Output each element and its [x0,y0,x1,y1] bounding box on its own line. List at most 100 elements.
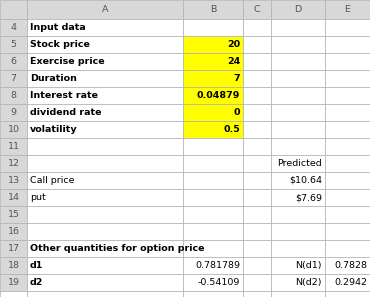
Bar [0,189,27,206]
Text: 14: 14 [7,193,20,202]
Bar [271,121,325,138]
Bar [183,155,243,172]
Text: d2: d2 [30,278,43,287]
Bar [325,70,370,87]
Bar [0,70,27,87]
Text: 0.5: 0.5 [223,125,240,134]
Text: 7: 7 [10,74,17,83]
Text: Other quantities for option price: Other quantities for option price [30,244,205,253]
Bar [27,257,183,274]
Bar [27,223,183,240]
Bar [0,257,27,274]
Text: 0.2942: 0.2942 [334,278,367,287]
Bar [243,138,271,155]
Bar [27,291,183,297]
Text: Stock price: Stock price [30,40,90,49]
Bar [243,240,271,257]
Text: E: E [344,5,350,14]
Text: put: put [30,193,46,202]
Bar [243,155,271,172]
Bar [325,0,370,19]
Bar [27,53,183,70]
Text: $10.64: $10.64 [289,176,322,185]
Bar [0,121,27,138]
Text: 11: 11 [7,142,20,151]
Text: volatility: volatility [30,125,78,134]
Bar [325,291,370,297]
Bar [0,138,27,155]
Text: 0.781789: 0.781789 [195,261,240,270]
Text: 0.7828: 0.7828 [334,261,367,270]
Bar [27,87,183,104]
Bar [183,172,243,189]
Bar [271,274,325,291]
Bar [243,274,271,291]
Bar [0,240,27,257]
Bar [271,87,325,104]
Bar [27,206,183,223]
Bar [325,121,370,138]
Bar [183,291,243,297]
Bar [325,223,370,240]
Text: 20: 20 [227,40,240,49]
Text: 24: 24 [227,57,240,66]
Bar [0,274,27,291]
Text: 12: 12 [7,159,20,168]
Bar [183,104,243,121]
Text: 13: 13 [7,176,20,185]
Bar [243,257,271,274]
Bar [271,19,325,36]
Bar [271,0,325,19]
Bar [27,172,183,189]
Bar [27,274,183,291]
Text: 8: 8 [10,91,17,100]
Bar [243,36,271,53]
Bar [271,138,325,155]
Bar [0,155,27,172]
Text: 7: 7 [233,74,240,83]
Bar [183,240,243,257]
Bar [271,257,325,274]
Text: N(d1): N(d1) [296,261,322,270]
Text: N(d2): N(d2) [296,278,322,287]
Bar [243,104,271,121]
Bar [183,53,243,70]
Bar [183,223,243,240]
Text: 5: 5 [10,40,17,49]
Bar [183,257,243,274]
Bar [183,36,243,53]
Bar [325,87,370,104]
Text: 4: 4 [10,23,17,32]
Text: d1: d1 [30,261,43,270]
Bar [325,36,370,53]
Text: dividend rate: dividend rate [30,108,101,117]
Bar [325,138,370,155]
Bar [243,223,271,240]
Bar [27,0,183,19]
Bar [27,138,183,155]
Bar [243,87,271,104]
Bar [325,189,370,206]
Bar [243,189,271,206]
Bar [271,206,325,223]
Bar [0,206,27,223]
Bar [271,172,325,189]
Bar [27,70,183,87]
Text: 16: 16 [7,227,20,236]
Bar [0,223,27,240]
Text: Exercise price: Exercise price [30,57,105,66]
Text: 18: 18 [7,261,20,270]
Text: -0.54109: -0.54109 [198,278,240,287]
Bar [271,36,325,53]
Bar [271,223,325,240]
Bar [183,121,243,138]
Bar [271,291,325,297]
Bar [325,172,370,189]
Bar [325,53,370,70]
Bar [243,53,271,70]
Text: Interest rate: Interest rate [30,91,98,100]
Bar [243,70,271,87]
Bar [243,0,271,19]
Bar [243,206,271,223]
Bar [183,0,243,19]
